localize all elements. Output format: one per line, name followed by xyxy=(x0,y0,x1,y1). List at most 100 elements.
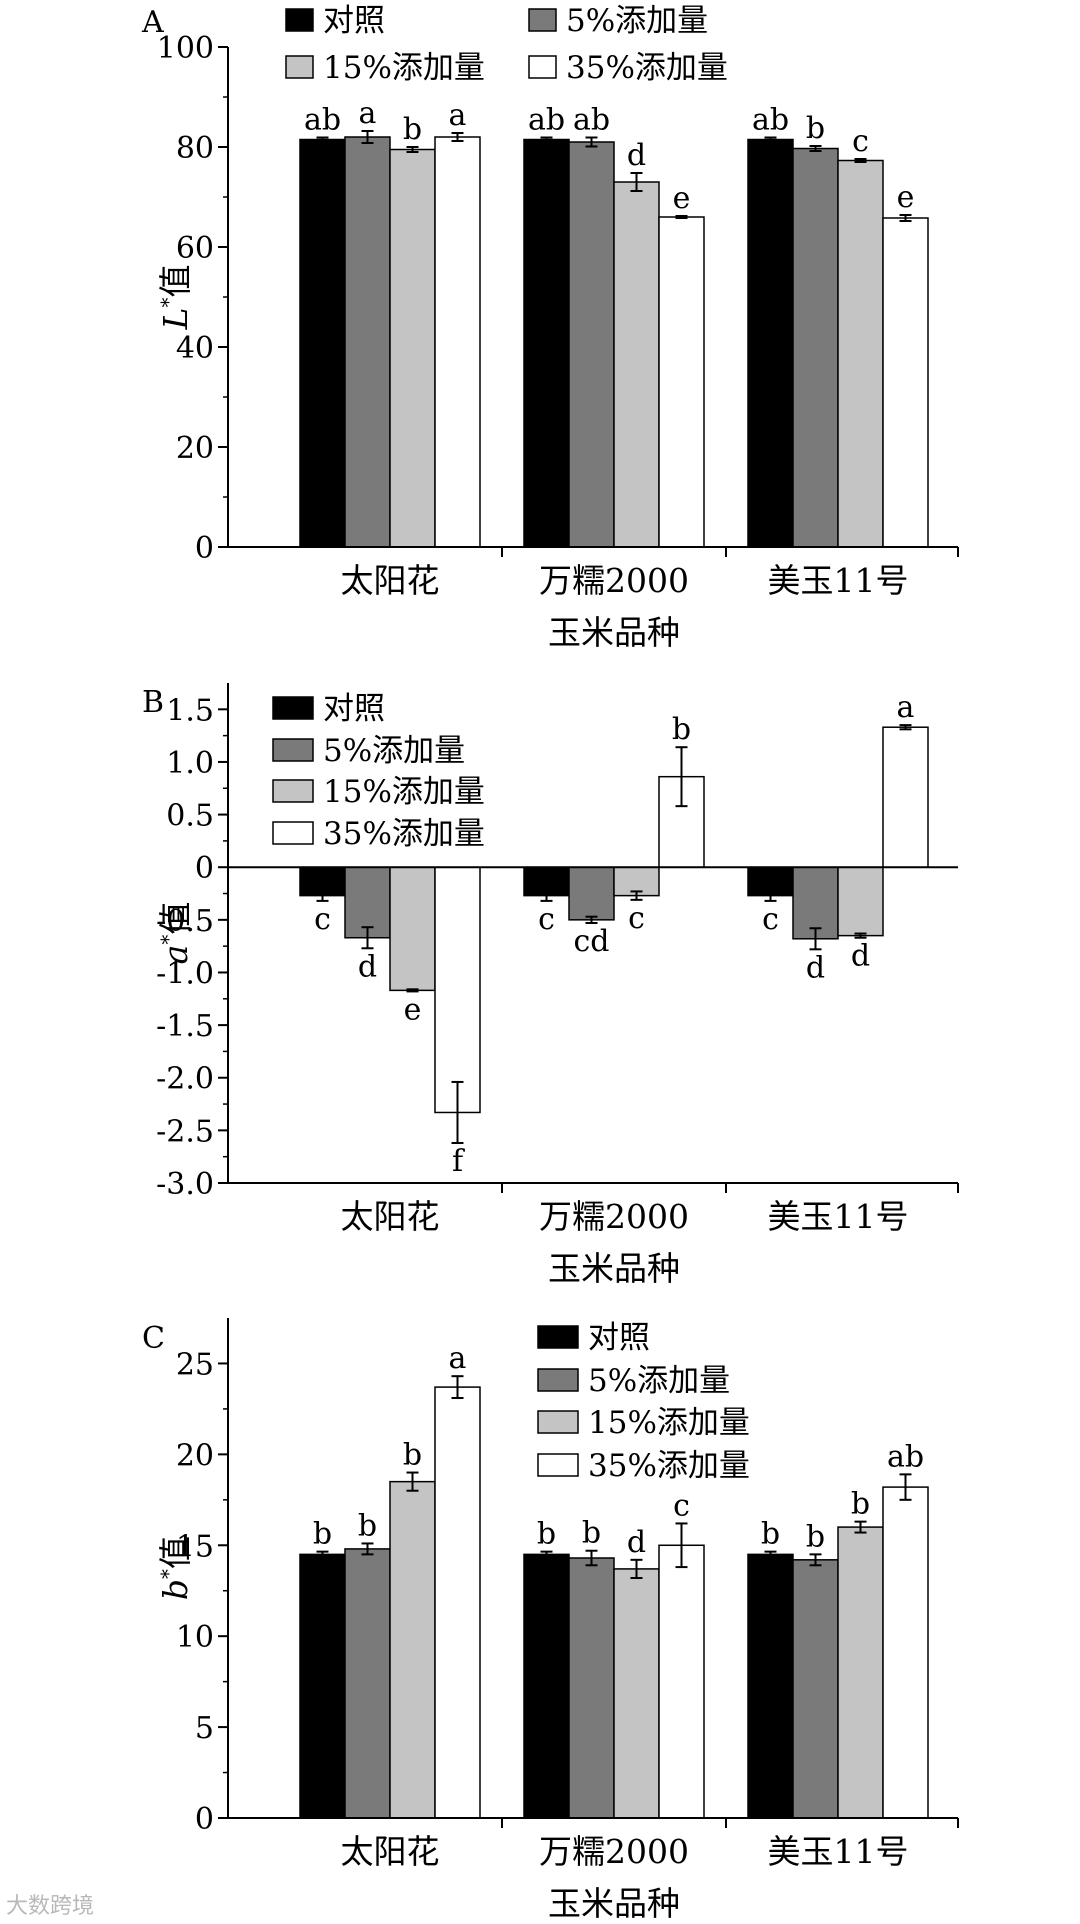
bar xyxy=(658,1544,705,1819)
legend: 对照 5%添加量 15%添加量 35%添加量 xyxy=(537,1320,750,1484)
significance-letter: a xyxy=(359,96,377,131)
bar xyxy=(344,136,391,548)
significance-letter: d xyxy=(627,1525,646,1560)
significance-letter: c xyxy=(852,124,869,159)
significance-letter: a xyxy=(449,1341,467,1376)
legend-label: 35%添加量 xyxy=(323,816,485,852)
x-tick-label: 太阳花 xyxy=(341,1197,440,1236)
significance-letter: b xyxy=(851,1487,870,1522)
legend-swatch xyxy=(537,1368,579,1392)
y-tick-label: 20 xyxy=(176,431,214,466)
significance-letter: f xyxy=(452,1144,465,1179)
significance-letter: d xyxy=(851,939,870,974)
bar xyxy=(792,866,839,940)
legend-swatch xyxy=(528,55,557,79)
x-tick-label: 万糯2000 xyxy=(539,1832,689,1871)
legend-label: 5%添加量 xyxy=(323,733,465,769)
legend-label: 15%添加量 xyxy=(588,1405,750,1441)
bar xyxy=(568,141,615,548)
y-tick-label: 0 xyxy=(195,1802,214,1837)
bar xyxy=(792,147,839,548)
y-tick-label: 0 xyxy=(195,851,214,886)
bar xyxy=(389,866,436,992)
legend-label: 对照 xyxy=(323,691,385,727)
significance-letter: a xyxy=(897,690,915,725)
significance-letter: b xyxy=(806,111,825,146)
x-axis-title: 玉米品种 xyxy=(548,613,680,652)
significance-letter: b xyxy=(313,1517,332,1552)
significance-letter: e xyxy=(897,180,915,215)
y-tick-label: 25 xyxy=(176,1347,214,1382)
bar xyxy=(389,1480,436,1819)
legend-swatch xyxy=(272,821,314,845)
y-tick-label: 5 xyxy=(195,1711,214,1746)
y-tick-label: 100 xyxy=(157,31,214,66)
y-tick-label: 80 xyxy=(176,131,214,166)
panel-label: C xyxy=(142,1321,165,1356)
bar xyxy=(837,1526,884,1819)
y-tick-label: -2.5 xyxy=(156,1114,214,1149)
bar xyxy=(344,866,391,939)
y-tick-label: 60 xyxy=(176,231,214,266)
y-tick-label: -0.5 xyxy=(156,904,214,939)
legend-swatch xyxy=(285,55,314,79)
bar xyxy=(523,138,570,548)
chart-panel-b: c c cdcddecdfba-3.0-2.5-2.0-1.5-1.0-0.500.… xyxy=(142,683,959,1288)
bar xyxy=(568,866,615,921)
y-tick-label: 1.0 xyxy=(166,746,214,781)
significance-letter: c xyxy=(762,902,779,937)
bar xyxy=(882,1486,929,1819)
panel-label: A xyxy=(141,5,164,40)
significance-letter: c xyxy=(314,902,331,937)
significance-letter: e xyxy=(673,181,691,216)
y-tick-label: 0 xyxy=(195,531,214,566)
significance-letter: c xyxy=(628,901,645,936)
significance-letter: ab xyxy=(304,103,341,138)
legend-swatch xyxy=(537,1453,579,1477)
bar xyxy=(747,138,794,548)
y-tick-label: -1.0 xyxy=(156,956,214,991)
significance-letter: ab xyxy=(752,103,789,138)
significance-letter: cd xyxy=(573,924,609,959)
bar xyxy=(344,1548,391,1819)
watermark: 大数跨境 xyxy=(6,1894,95,1919)
y-tick-label: 10 xyxy=(176,1620,214,1655)
significance-letter: b xyxy=(672,712,691,747)
bar xyxy=(613,1568,660,1819)
legend-swatch xyxy=(537,1410,579,1434)
bar xyxy=(837,866,884,937)
bar xyxy=(389,148,436,548)
significance-letter: d xyxy=(358,949,377,984)
y-tick-label: 15 xyxy=(176,1529,214,1564)
significance-letter: b xyxy=(403,112,422,147)
x-axis-title: 玉米品种 xyxy=(548,1249,680,1288)
legend-label: 5%添加量 xyxy=(566,3,708,39)
legend-label: 35%添加量 xyxy=(566,50,728,86)
legend-swatch xyxy=(528,8,557,32)
bar xyxy=(434,136,481,548)
x-tick-label: 美玉11号 xyxy=(768,561,909,600)
y-axis-title: b*值 xyxy=(156,1536,195,1600)
bar xyxy=(882,726,929,868)
significance-letter: e xyxy=(404,992,422,1027)
y-tick-label: 20 xyxy=(176,1438,214,1473)
x-tick-label: 万糯2000 xyxy=(539,561,689,600)
bar xyxy=(613,181,660,548)
x-tick-label: 万糯2000 xyxy=(539,1197,689,1236)
significance-letter: a xyxy=(449,98,467,133)
significance-letter: b xyxy=(358,1508,377,1543)
legend-label: 15%添加量 xyxy=(323,50,485,86)
bar xyxy=(882,217,929,548)
significance-letter: d xyxy=(627,138,646,173)
legend-label: 对照 xyxy=(588,1320,650,1356)
legend: 对照 5%添加量 15%添加量 35%添加量 xyxy=(285,3,728,86)
significance-letter: d xyxy=(806,950,825,985)
bar xyxy=(792,1559,839,1819)
legend-swatch xyxy=(272,738,314,762)
legend-swatch xyxy=(272,779,314,803)
bar xyxy=(299,138,346,548)
bar xyxy=(434,866,481,1114)
